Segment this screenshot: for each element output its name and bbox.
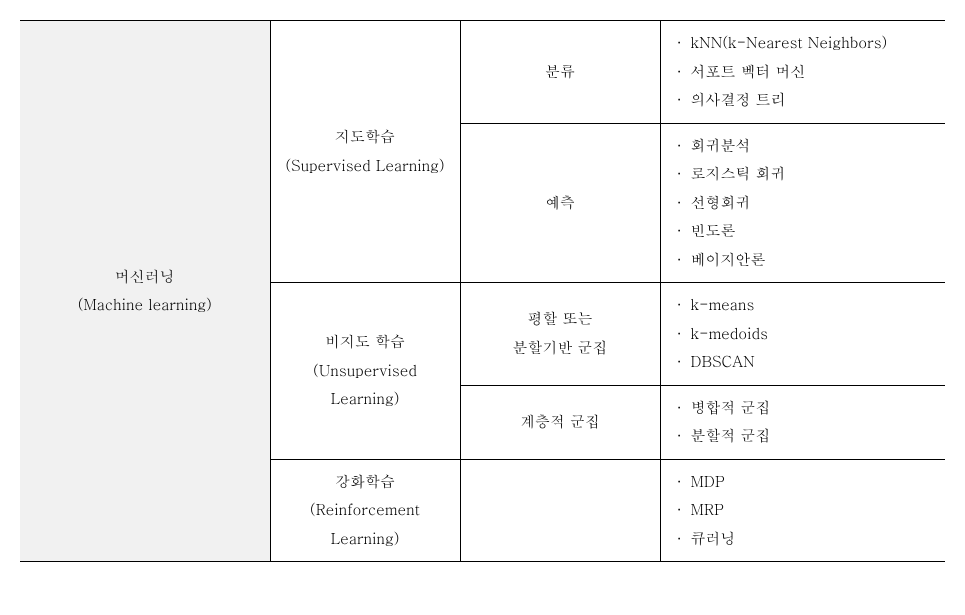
list-item: k-means xyxy=(677,291,934,320)
list-item: 빈도론 xyxy=(677,217,934,246)
category-cell: 비지도 학습 (Unsupervised Learning) xyxy=(270,283,460,460)
category-en: (Reinforcement Learning) xyxy=(310,499,420,549)
algo-list: 회귀분석 로지스틱 회귀 선형회귀 빈도론 베이지안론 xyxy=(673,132,934,275)
list-item: 큐러닝 xyxy=(677,525,934,554)
algorithms-cell: MDP MRP 큐러닝 xyxy=(660,459,945,562)
subcategory-name: 분류 xyxy=(545,61,575,82)
category-kr: 강화학습 xyxy=(335,471,395,492)
category-cell: 지도학습 (Supervised Learning) xyxy=(270,21,460,283)
algo-list: MDP MRP 큐러닝 xyxy=(673,468,934,554)
list-item: 서포트 벡터 머신 xyxy=(677,58,934,87)
root-cell: 머신러닝 (Machine learning) xyxy=(20,21,270,562)
list-item: 베이지안론 xyxy=(677,246,934,275)
algorithms-cell: kNN(k-Nearest Neighbors) 서포트 벡터 머신 의사결정 … xyxy=(660,21,945,124)
list-item: kNN(k-Nearest Neighbors) xyxy=(677,29,934,58)
algorithms-cell: 병합적 군집 분할적 군집 xyxy=(660,385,945,459)
list-item: 로지스틱 회귀 xyxy=(677,160,934,189)
subcategory-cell: 계층적 군집 xyxy=(460,385,660,459)
subcategory-cell: 분류 xyxy=(460,21,660,124)
algo-list: kNN(k-Nearest Neighbors) 서포트 벡터 머신 의사결정 … xyxy=(673,29,934,115)
subcategory-cell xyxy=(460,459,660,562)
list-item: k-medoids xyxy=(677,320,934,349)
list-item: 회귀분석 xyxy=(677,132,934,161)
category-kr: 지도학습 xyxy=(335,126,395,147)
list-item: 의사결정 트리 xyxy=(677,86,934,115)
list-item: MRP xyxy=(677,496,934,525)
root-kr: 머신러닝 xyxy=(115,266,175,287)
category-kr: 비지도 학습 xyxy=(325,331,405,352)
root-en: (Machine learning) xyxy=(78,294,212,315)
list-item: 분할적 군집 xyxy=(677,422,934,451)
subcategory-name: 예측 xyxy=(545,192,575,213)
list-item: 병합적 군집 xyxy=(677,394,934,423)
subcategory-cell: 예측 xyxy=(460,123,660,283)
category-cell: 강화학습 (Reinforcement Learning) xyxy=(270,459,460,562)
category-en: (Unsupervised Learning) xyxy=(313,360,417,410)
subcategory-name: 계층적 군집 xyxy=(520,411,600,432)
category-en: (Supervised Learning) xyxy=(285,155,444,176)
table: 머신러닝 (Machine learning) 지도학습 (Supervised… xyxy=(20,20,945,562)
algo-list: k-means k-medoids DBSCAN xyxy=(673,291,934,377)
list-item: DBSCAN xyxy=(677,348,934,377)
list-item: MDP xyxy=(677,468,934,497)
ml-taxonomy-table: 머신러닝 (Machine learning) 지도학습 (Supervised… xyxy=(20,20,945,562)
subcategory-cell: 평할 또는 분할기반 군집 xyxy=(460,283,660,386)
subcategory-line2: 분할기반 군집 xyxy=(513,337,608,358)
algorithms-cell: 회귀분석 로지스틱 회귀 선형회귀 빈도론 베이지안론 xyxy=(660,123,945,283)
algo-list: 병합적 군집 분할적 군집 xyxy=(673,394,934,451)
table-row: 머신러닝 (Machine learning) 지도학습 (Supervised… xyxy=(20,21,945,124)
subcategory-line1: 평할 또는 xyxy=(528,308,593,329)
algorithms-cell: k-means k-medoids DBSCAN xyxy=(660,283,945,386)
list-item: 선형회귀 xyxy=(677,189,934,218)
